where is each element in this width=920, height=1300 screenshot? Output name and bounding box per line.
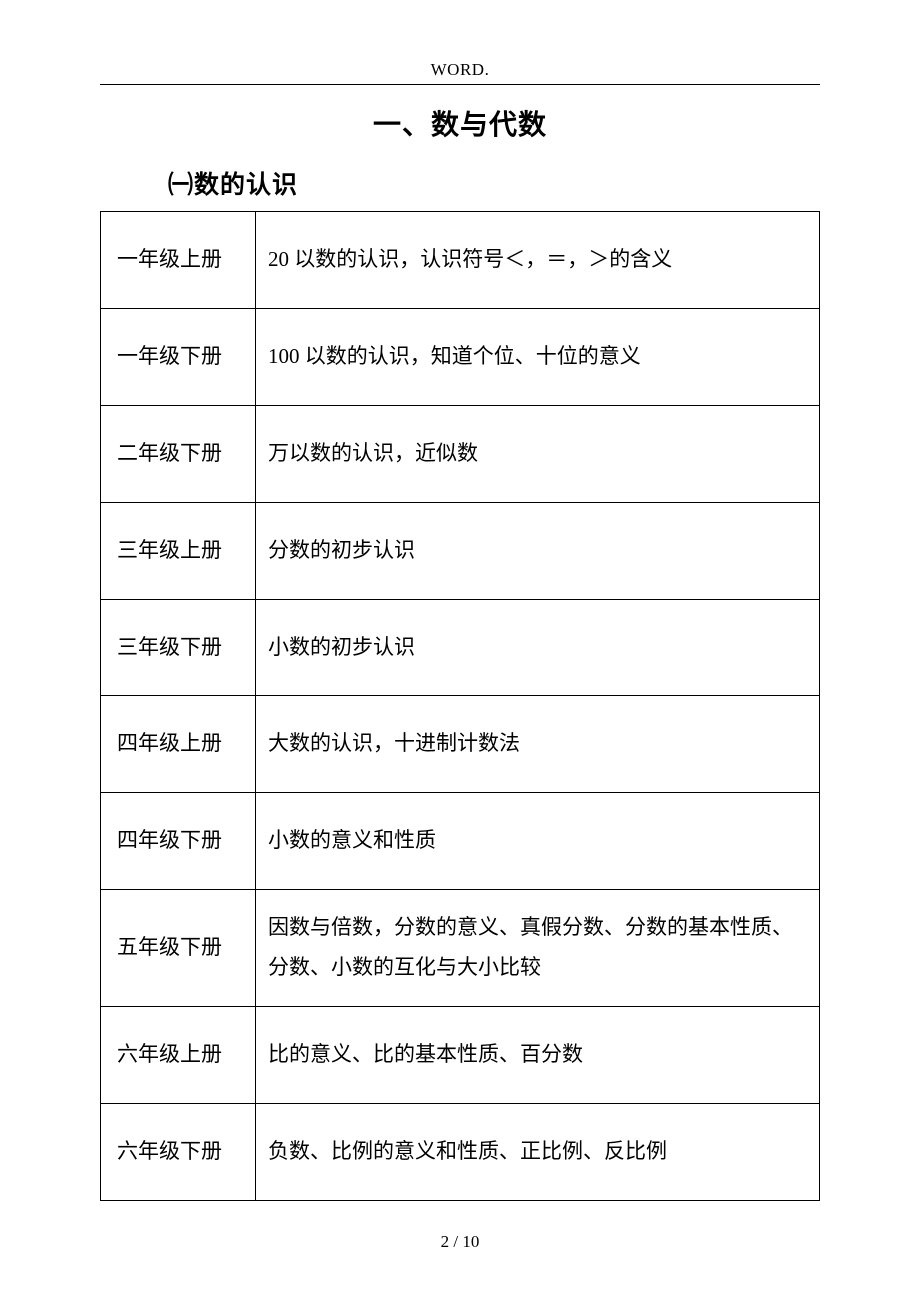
table-row: 二年级下册 万以数的认识，近似数 bbox=[101, 405, 820, 502]
grade-cell: 五年级下册 bbox=[101, 890, 256, 1007]
table-row: 六年级下册 负数、比例的意义和性质、正比例、反比例 bbox=[101, 1103, 820, 1200]
content-cell: 负数、比例的意义和性质、正比例、反比例 bbox=[256, 1103, 820, 1200]
subsection-title: ㈠数的认识 bbox=[168, 165, 820, 201]
grade-cell: 一年级下册 bbox=[101, 308, 256, 405]
curriculum-table: 一年级上册 20 以数的认识，认识符号＜，＝，＞的含义 一年级下册 100 以数… bbox=[100, 211, 820, 1201]
content-cell: 大数的认识，十进制计数法 bbox=[256, 696, 820, 793]
grade-cell: 三年级上册 bbox=[101, 502, 256, 599]
grade-cell: 二年级下册 bbox=[101, 405, 256, 502]
table-row: 五年级下册 因数与倍数，分数的意义、真假分数、分数的基本性质、分数、小数的互化与… bbox=[101, 890, 820, 1007]
table-row: 六年级上册 比的意义、比的基本性质、百分数 bbox=[101, 1007, 820, 1104]
page-container: WORD. 一、数与代数 ㈠数的认识 一年级上册 20 以数的认识，认识符号＜，… bbox=[0, 0, 920, 1241]
grade-cell: 四年级上册 bbox=[101, 696, 256, 793]
table-row: 三年级下册 小数的初步认识 bbox=[101, 599, 820, 696]
table-row: 四年级下册 小数的意义和性质 bbox=[101, 793, 820, 890]
content-cell: 万以数的认识，近似数 bbox=[256, 405, 820, 502]
table-row: 三年级上册 分数的初步认识 bbox=[101, 502, 820, 599]
table-body: 一年级上册 20 以数的认识，认识符号＜，＝，＞的含义 一年级下册 100 以数… bbox=[101, 212, 820, 1201]
header-underline bbox=[100, 84, 820, 85]
grade-cell: 六年级上册 bbox=[101, 1007, 256, 1104]
section-title: 一、数与代数 bbox=[100, 103, 820, 143]
content-cell: 分数的初步认识 bbox=[256, 502, 820, 599]
content-cell: 小数的意义和性质 bbox=[256, 793, 820, 890]
table-row: 一年级下册 100 以数的认识，知道个位、十位的意义 bbox=[101, 308, 820, 405]
content-cell: 因数与倍数，分数的意义、真假分数、分数的基本性质、分数、小数的互化与大小比较 bbox=[256, 890, 820, 1007]
grade-cell: 三年级下册 bbox=[101, 599, 256, 696]
header-label: WORD. bbox=[100, 60, 820, 80]
grade-cell: 四年级下册 bbox=[101, 793, 256, 890]
content-cell: 小数的初步认识 bbox=[256, 599, 820, 696]
content-cell: 100 以数的认识，知道个位、十位的意义 bbox=[256, 308, 820, 405]
content-cell: 比的意义、比的基本性质、百分数 bbox=[256, 1007, 820, 1104]
table-row: 四年级上册 大数的认识，十进制计数法 bbox=[101, 696, 820, 793]
page-footer: 2 / 10 bbox=[0, 1232, 920, 1252]
grade-cell: 六年级下册 bbox=[101, 1103, 256, 1200]
content-cell: 20 以数的认识，认识符号＜，＝，＞的含义 bbox=[256, 212, 820, 309]
grade-cell: 一年级上册 bbox=[101, 212, 256, 309]
table-row: 一年级上册 20 以数的认识，认识符号＜，＝，＞的含义 bbox=[101, 212, 820, 309]
